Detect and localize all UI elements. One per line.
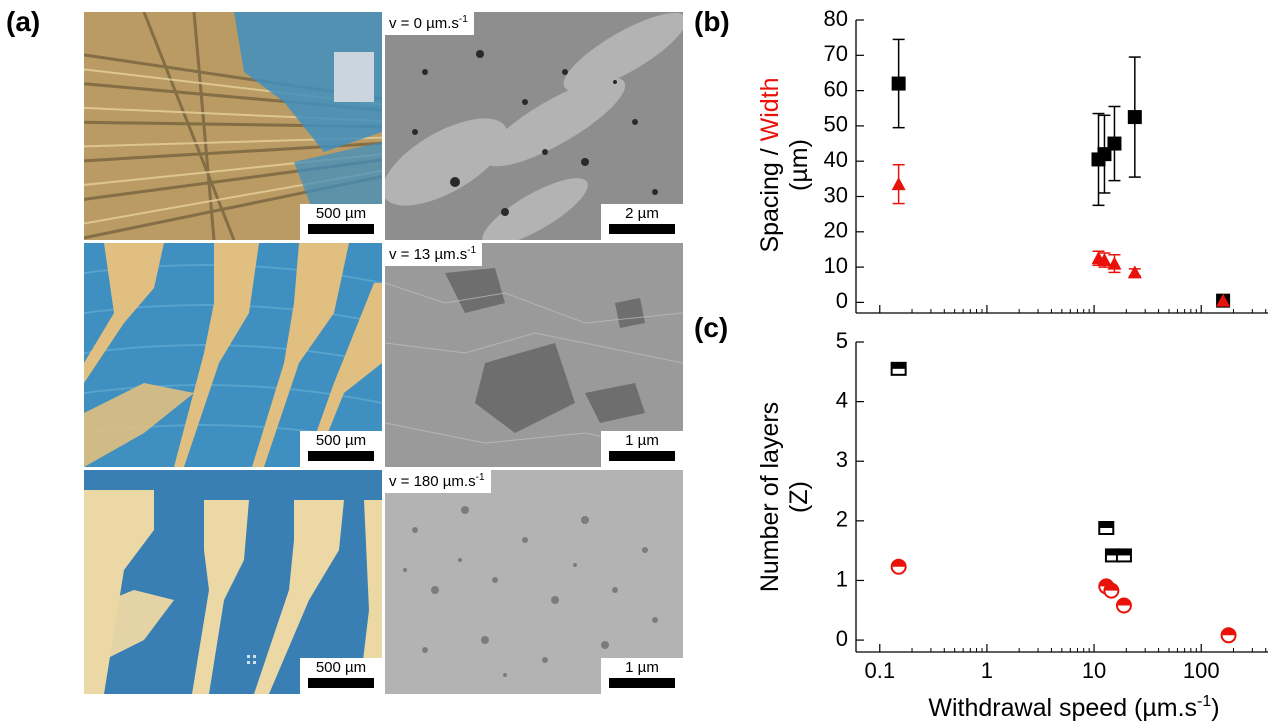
panel-c-x-tick-label: 0.1 bbox=[864, 658, 895, 683]
sem-image-v0-texture bbox=[385, 12, 683, 240]
panel-b-y-tick-label: 80 bbox=[824, 6, 848, 31]
ylabel-c-units: (Z) bbox=[785, 481, 813, 513]
panel-c-x-tick-label: 10 bbox=[1082, 658, 1106, 683]
speed-value: v = 180 µm.s bbox=[389, 473, 476, 490]
panel-b-y-tick-label: 70 bbox=[824, 41, 848, 66]
ylabel-c: Number of layers bbox=[756, 402, 784, 592]
panel-label-c: (c) bbox=[694, 312, 729, 343]
panel-b-y-tick-label: 0 bbox=[836, 288, 848, 313]
optical-image-v180-texture bbox=[84, 470, 382, 694]
sem-image-v0: v = 0 µm.s-1 2 µm bbox=[385, 12, 683, 240]
scale-bar-line bbox=[308, 224, 374, 234]
layers-circle-fill bbox=[1116, 598, 1131, 606]
speed-value: v = 13 µm.s bbox=[389, 246, 468, 263]
speed-label-v180: v = 180 µm.s-1 bbox=[385, 470, 491, 493]
ylabel-b: Spacing / Width bbox=[756, 77, 784, 252]
layers-square-fill bbox=[1099, 522, 1114, 528]
panel-c-y-tick-label: 3 bbox=[836, 447, 848, 472]
scale-bar-label: 500 µm bbox=[315, 432, 367, 449]
optical-image-v13-texture bbox=[84, 243, 382, 467]
optical-image-v0-texture bbox=[84, 12, 382, 240]
speed-exponent: -1 bbox=[467, 245, 477, 256]
speed-exponent: -1 bbox=[458, 14, 468, 25]
width-point bbox=[1216, 293, 1231, 307]
layers-circle-fill bbox=[891, 559, 906, 567]
panel-b-y-tick-label: 60 bbox=[824, 76, 848, 101]
panel-c-y-tick-label: 0 bbox=[836, 626, 848, 651]
sem-image-v13: v = 13 µm.s-1 1 µm bbox=[385, 243, 683, 467]
ylabel-width: Width bbox=[756, 77, 784, 141]
scale-bar-line bbox=[609, 224, 675, 234]
spacing-and-layers-chart: 0 10 20 30 40 50 60 70 80 Spacing / Width(µm) 0 1 2 3… bbox=[756, 6, 1268, 722]
layers-square-fill bbox=[1116, 549, 1131, 556]
layers-circle-fill bbox=[1221, 628, 1236, 636]
panel-label-a: (a) bbox=[6, 6, 41, 37]
spacing-point bbox=[1097, 147, 1112, 162]
scale-bar-sem-v0: 2 µm bbox=[601, 204, 683, 240]
ylabel-b-units: (µm) bbox=[785, 139, 813, 191]
panel-c-x-tick-label: 100 bbox=[1183, 658, 1220, 683]
width-point bbox=[1097, 253, 1112, 267]
width-point bbox=[1127, 265, 1142, 279]
xlabel-text: Withdrawal speed (µm.s bbox=[928, 694, 1197, 722]
sem-image-v13-texture bbox=[385, 243, 683, 467]
panel-c-y-tick-label: 1 bbox=[836, 566, 848, 591]
panel-c-y-tick-label: 4 bbox=[836, 387, 848, 412]
speed-value: v = 0 µm.s bbox=[389, 15, 459, 32]
layers-square-fill bbox=[1105, 549, 1120, 556]
scale-bar-line bbox=[609, 451, 675, 461]
sem-image-v180: v = 180 µm.s-1 1 µm bbox=[385, 470, 683, 694]
panel-b-y-tick-label: 40 bbox=[824, 147, 848, 172]
scale-bar-sem-v180: 1 µm bbox=[601, 658, 683, 694]
scale-bar-optical-v0: 500 µm bbox=[300, 204, 382, 240]
width-point bbox=[1107, 256, 1122, 270]
optical-image-v180: 500 µm bbox=[84, 470, 382, 694]
scale-bar-label: 1 µm bbox=[625, 432, 659, 449]
panel-label-b: (b) bbox=[694, 6, 730, 37]
scale-bar-line bbox=[609, 678, 675, 688]
spacing-point bbox=[891, 76, 906, 91]
xlabel: Withdrawal speed (µm.s-1) bbox=[928, 693, 1219, 722]
scale-bar-label: 2 µm bbox=[625, 205, 659, 222]
optical-image-v13: 500 µm bbox=[84, 243, 382, 467]
xlabel-exponent: -1 bbox=[1197, 693, 1211, 710]
scale-bar-optical-v180: 500 µm bbox=[300, 658, 382, 694]
scale-bar-label: 1 µm bbox=[625, 659, 659, 676]
scale-bar-label: 500 µm bbox=[315, 659, 367, 676]
panel-b-y-tick-label: 10 bbox=[824, 253, 848, 278]
speed-label-v0: v = 0 µm.s-1 bbox=[385, 12, 474, 35]
panel-b-y-tick-label: 20 bbox=[824, 218, 848, 243]
ylabel-spacing: Spacing / bbox=[756, 141, 784, 252]
scale-bar-label: 500 µm bbox=[315, 205, 367, 222]
scale-bar-line bbox=[308, 451, 374, 461]
scale-bar-line bbox=[308, 678, 374, 688]
panel-b-y-tick-label: 30 bbox=[824, 182, 848, 207]
width-point bbox=[891, 177, 906, 191]
spacing-point bbox=[1107, 136, 1122, 151]
sem-image-v180-texture bbox=[385, 470, 683, 694]
speed-label-v13: v = 13 µm.s-1 bbox=[385, 243, 483, 266]
layers-circle-fill bbox=[1104, 583, 1119, 591]
speed-exponent: -1 bbox=[475, 472, 485, 483]
xlabel-close: ) bbox=[1211, 694, 1219, 722]
scale-bar-sem-v13: 1 µm bbox=[601, 431, 683, 467]
optical-image-v0: 500 µm bbox=[84, 12, 382, 240]
panel-b-y-tick-label: 50 bbox=[824, 112, 848, 137]
layers-square-fill bbox=[891, 362, 906, 369]
panel-c-y-tick-label: 5 bbox=[836, 328, 848, 353]
panel-c-y-tick-label: 2 bbox=[836, 507, 848, 532]
scale-bar-optical-v13: 500 µm bbox=[300, 431, 382, 467]
spacing-point bbox=[1127, 110, 1142, 125]
panel-c-x-tick-label: 1 bbox=[981, 658, 993, 683]
